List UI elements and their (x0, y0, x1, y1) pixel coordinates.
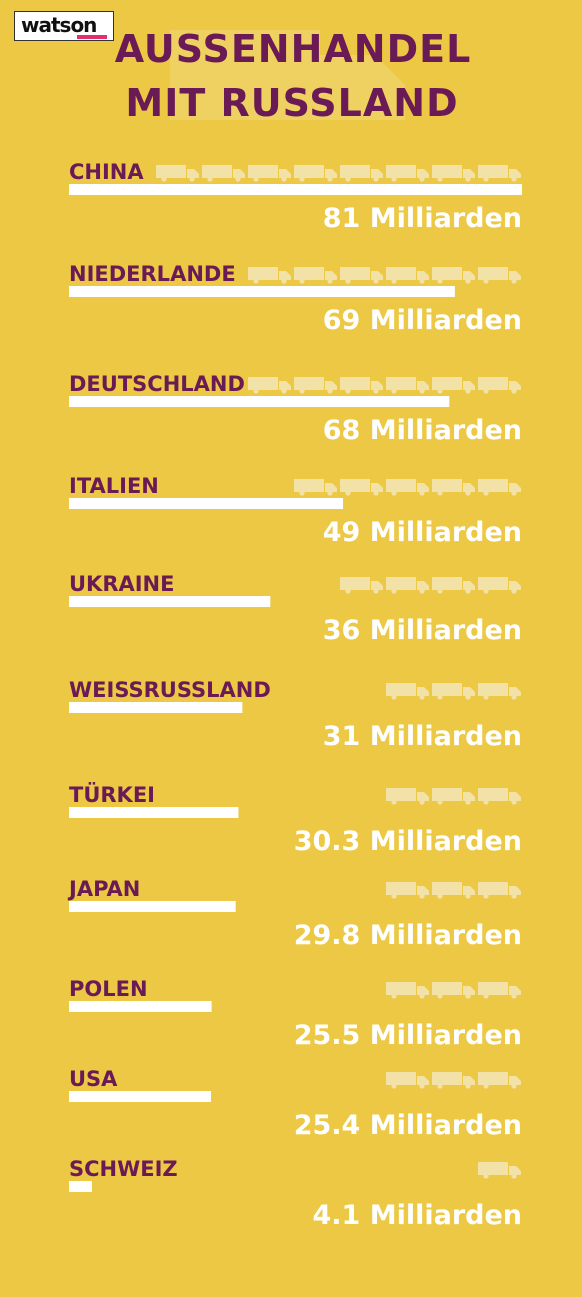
truck-icon (248, 377, 521, 394)
bar (69, 396, 450, 407)
truck-watermark-icon (170, 30, 405, 120)
truck-icon (386, 982, 521, 999)
value-label: 25.5 Milliarden (294, 1020, 522, 1051)
truck-icon (248, 267, 521, 284)
bar (69, 1091, 212, 1102)
bar (69, 498, 344, 509)
category-label: WEISSRUSSLAND (69, 678, 271, 702)
truck-icon (386, 683, 521, 700)
bar (69, 184, 522, 195)
category-label: ITALIEN (69, 474, 159, 498)
value-label: 81 Milliarden (323, 203, 522, 234)
bar-row: NIEDERLANDE 69 Milliarden (69, 262, 522, 336)
category-label: NIEDERLANDE (69, 262, 236, 286)
bar-row: UKRAINE 36 Milliarden (69, 572, 522, 646)
bar-row: WEISSRUSSLAND 31 Milliarden (69, 678, 522, 752)
value-label: 29.8 Milliarden (294, 920, 522, 951)
category-label: JAPAN (67, 877, 140, 901)
bar-row: DEUTSCHLAND 68 Milliarden (69, 372, 522, 446)
bar (69, 702, 243, 713)
truck-icon (294, 479, 521, 496)
bar (69, 596, 271, 607)
bar (69, 1181, 92, 1192)
category-label: USA (69, 1067, 118, 1091)
value-label: 36 Milliarden (323, 615, 522, 646)
bar-row: TÜRKEI 30.3 Milliarden (69, 782, 522, 857)
bar (69, 286, 455, 297)
value-label: 68 Milliarden (323, 415, 522, 446)
bar-row: SCHWEIZ 4.1 Milliarden (69, 1157, 522, 1231)
truck-icon (386, 788, 521, 805)
bar-row: CHINA 81 Milliarden (69, 160, 522, 234)
logo-accent-bar (77, 35, 107, 39)
bar-row: ITALIEN 49 Milliarden (69, 474, 522, 548)
bar (69, 807, 239, 818)
bar (69, 901, 236, 912)
value-label: 4.1 Milliarden (312, 1200, 522, 1231)
watson-logo: watson (14, 11, 114, 41)
truck-icon (478, 1162, 521, 1179)
category-label: CHINA (69, 160, 144, 184)
bar-row: JAPAN 29.8 Milliarden (67, 877, 522, 951)
truck-icon (386, 1072, 521, 1089)
bar-row: USA 25.4 Milliarden (69, 1067, 522, 1141)
chart-title-line1: AUSSENHANDEL (114, 27, 472, 71)
logo-text: watson (21, 13, 97, 37)
bar (69, 1001, 212, 1012)
truck-icon (386, 882, 521, 899)
value-label: 69 Milliarden (323, 305, 522, 336)
chart-title-line2: MIT RUSSLAND (125, 81, 459, 125)
bar-row: POLEN 25.5 Milliarden (69, 977, 522, 1051)
category-label: TÜRKEI (69, 782, 155, 807)
value-label: 49 Milliarden (323, 517, 522, 548)
value-label: 30.3 Milliarden (294, 826, 522, 857)
category-label: DEUTSCHLAND (69, 372, 245, 396)
category-label: POLEN (69, 977, 148, 1001)
truck-icon (340, 577, 521, 594)
value-label: 31 Milliarden (323, 721, 522, 752)
category-label: UKRAINE (69, 572, 174, 596)
category-label: SCHWEIZ (69, 1157, 178, 1181)
value-label: 25.4 Milliarden (294, 1110, 522, 1141)
truck-icon (156, 165, 521, 182)
